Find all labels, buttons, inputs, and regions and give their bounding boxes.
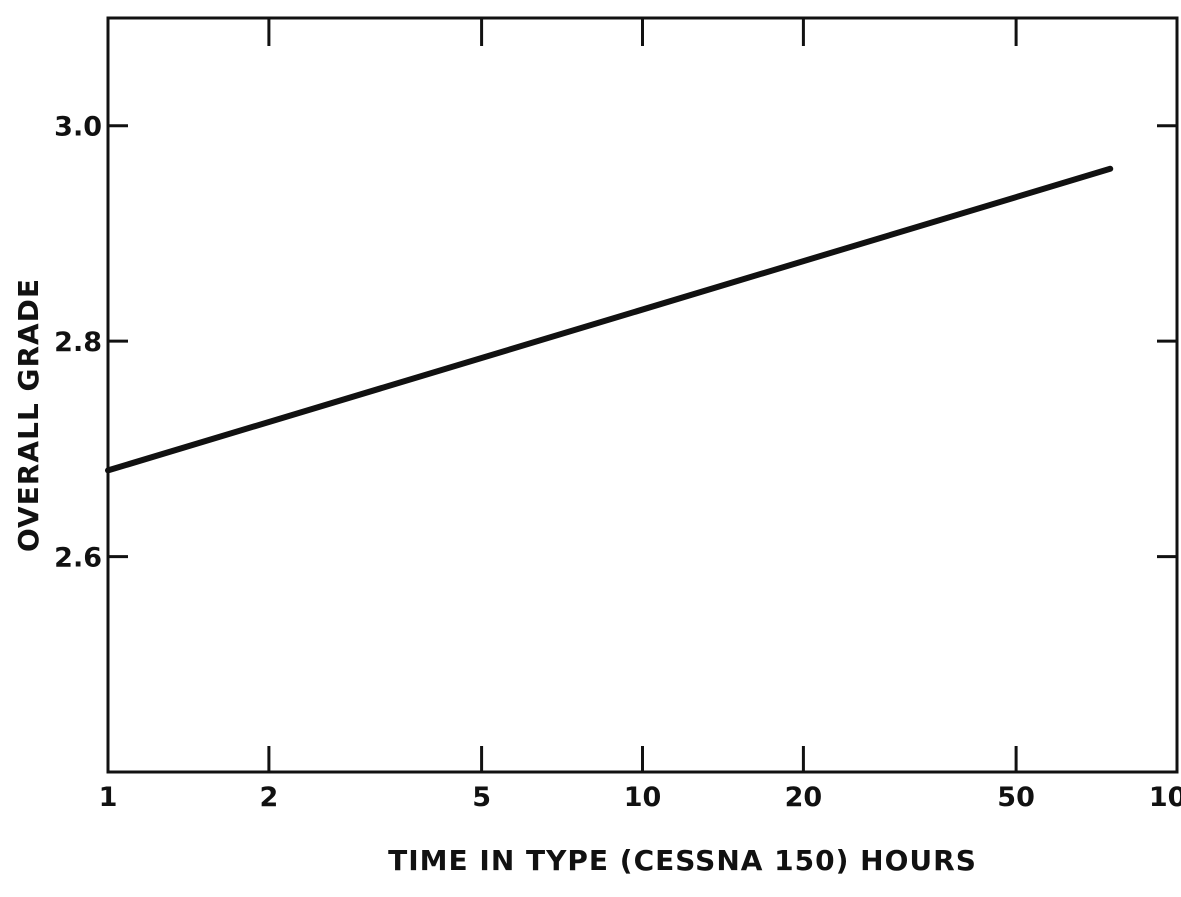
y-axis-ticks: 2.6 2.8 3.0 — [54, 112, 1177, 574]
y-tick-label: 2.6 — [54, 543, 102, 574]
y-tick-label: 3.0 — [54, 112, 102, 143]
x-tick-label: 2 — [260, 782, 279, 813]
y-tick-label: 2.8 — [54, 327, 102, 358]
plot-frame — [106, 16, 1179, 774]
series-layer — [105, 165, 1114, 474]
x-tick-label: 1 — [99, 782, 118, 813]
y-axis-title: OVERALL GRADE — [12, 278, 45, 552]
x-tick-label: 5 — [472, 782, 491, 813]
x-tick-label: 10 — [624, 782, 662, 813]
x-axis-ticks: 1 2 5 10 20 50 100 — [99, 18, 1181, 813]
series-line — [105, 165, 1114, 474]
x-axis-title: TIME IN TYPE (CESSNA 150) HOURS — [388, 844, 977, 877]
x-tick-label: 100 — [1149, 782, 1181, 813]
x-tick-label: 20 — [785, 782, 823, 813]
x-tick-label: 50 — [997, 782, 1035, 813]
